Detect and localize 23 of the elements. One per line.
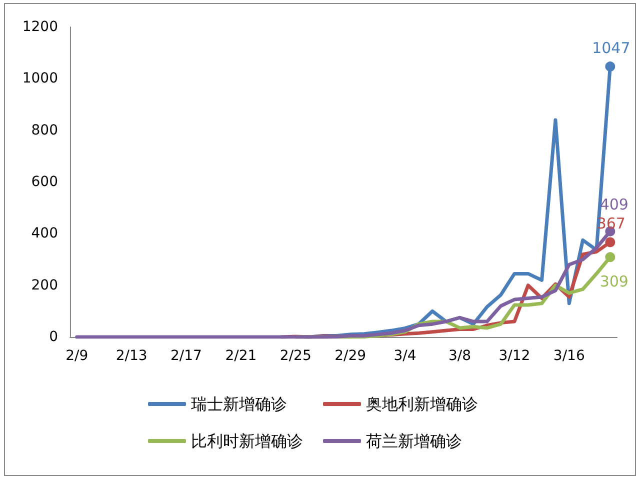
data-label: 309	[600, 272, 628, 291]
y-tick-label: 200	[31, 277, 58, 294]
x-tick-label: 3/4	[394, 348, 416, 364]
legend-label: 瑞士新增确诊	[191, 394, 287, 414]
y-tick-label: 400	[31, 226, 58, 242]
x-tick-label: 3/16	[553, 348, 585, 364]
legend-label: 荷兰新增确诊	[366, 432, 462, 450]
y-tick-label: 800	[31, 122, 58, 138]
data-label: 1047	[592, 39, 630, 58]
y-tick-label: 0	[49, 329, 58, 345]
x-tick-label: 2/25	[280, 348, 312, 364]
x-tick-label: 2/21	[225, 348, 257, 364]
legend-label: 奥地利新增确诊	[366, 394, 478, 414]
x-tick-label: 2/13	[116, 348, 148, 364]
x-tick-label: 3/8	[448, 348, 472, 364]
legend-label: 比利时新增确诊	[191, 432, 303, 450]
y-tick-label: 1200	[22, 19, 58, 35]
y-tick-label: 600	[31, 174, 58, 190]
x-tick-label: 2/29	[334, 348, 366, 364]
x-tick-label: 3/12	[498, 348, 530, 364]
x-tick-label: 2/9	[66, 348, 88, 364]
y-tick-label: 1000	[22, 70, 58, 87]
x-tick-label: 2/17	[170, 348, 202, 364]
